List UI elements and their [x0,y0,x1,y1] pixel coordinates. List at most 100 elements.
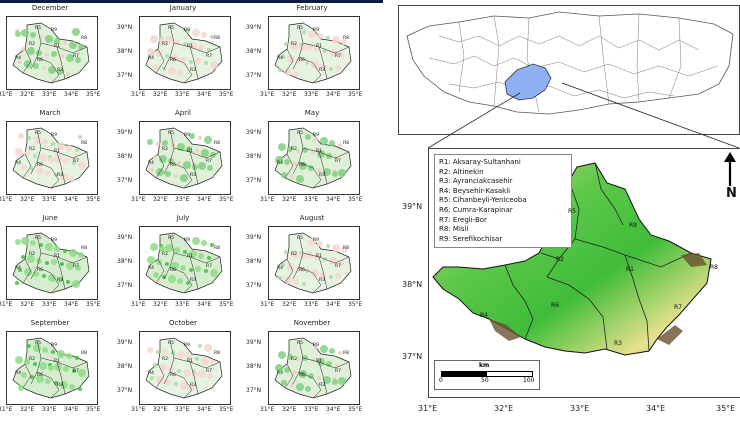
panel-region-r6: R6 [299,372,305,378]
panel-lon-tick: 35°E [219,196,234,203]
panel-region-r7: R7 [206,368,212,374]
panel-map-svg: R1 R2 R3 R4 R5 R6 R7 R8 R9 [274,127,352,189]
panel-lon-tick: 34°E [326,301,341,308]
panel-lon-tick: 34°E [64,196,79,203]
panel-map-svg: R1 R2 R3 R4 R5 R6 R7 R8 R9 [145,337,223,399]
panel-region-r2: R2 [29,41,35,47]
panel-region-r7: R7 [335,158,341,164]
panel-region-r6: R6 [299,162,305,168]
panel-region-r4: R4 [277,265,283,271]
panel-region-r5: R5 [297,25,303,31]
panel-lon-tick: 32°E [282,91,297,98]
turkey-inset-svg [406,11,734,115]
panel-title: April [175,109,191,117]
panel-lon-tick: 35°E [219,301,234,308]
panel-lon-tick: 33°E [42,91,57,98]
panel-lat-tick: 39°N [117,339,133,346]
panel-lon-tick: 32°E [20,301,35,308]
panel-lon-tick: 32°E [153,91,168,98]
panel-region-r7: R7 [206,53,212,59]
panel-region-r2: R2 [29,146,35,152]
panel-region-r8: R8 [214,245,220,251]
panel-lon-tick: 35°E [86,406,101,413]
panel-region-r2: R2 [291,41,297,47]
turkey-inset-map [398,5,740,135]
panel-region-r8: R8 [81,350,87,356]
panel-region-r9: R9 [51,132,57,138]
panel-region-r5: R5 [168,340,174,346]
panel-region-r5: R5 [297,235,303,241]
panel-lon-tick: 34°E [64,301,79,308]
panel-region-r9: R9 [184,27,190,33]
panel-region-r9: R9 [51,237,57,243]
panel-region-r1: R1 [187,253,193,259]
panel-region-r1: R1 [316,253,322,259]
panel-lon-tick: 35°E [86,301,101,308]
main-region-r9: R9 [629,222,637,229]
panel-lon-tick: 31°E [131,91,146,98]
panel-region-r9: R9 [184,342,190,348]
panel-region-r9: R9 [313,237,319,243]
main-region-r1: R1 [626,266,634,273]
panel-region-r7: R7 [73,263,79,269]
panel-lon-tick: 31°E [0,196,13,203]
panel-lon-tick: 31°E [260,196,275,203]
top-bar [0,0,383,3]
panel-lon-tick: 35°E [219,406,234,413]
panel-region-r4: R4 [148,55,154,61]
mountain-relief [489,253,707,345]
panel-region-r8: R8 [81,245,87,251]
panel-lon-tick: 34°E [64,91,79,98]
panel-map-frame: R1 R2 R3 R4 R5 R6 R7 R8 R9 [139,16,231,90]
panel-lon-tick: 35°E [348,91,363,98]
panel-region-r9: R9 [313,132,319,138]
scale-bar: km 0 50 100 [434,360,540,390]
panel-region-r6: R6 [37,57,43,63]
panel-lat-tick: 37°N [117,177,133,184]
panel-region-r1: R1 [316,358,322,364]
panel-region-r3: R3 [319,67,325,73]
legend-entry-r5: R5: Cihanbeyli-Yeniceoba [439,196,527,205]
panel-lon-tick: 31°E [0,301,13,308]
panel-lon-tick: 33°E [42,406,57,413]
main-lon-tick: 35°E [716,404,736,413]
panel-region-r3: R3 [190,277,196,283]
region-legend: R1: Aksaray-Sultanhani R2: Altinekin R3: A… [434,154,572,249]
panel-region-r3: R3 [190,172,196,178]
main-lon-tick: 33°E [570,404,590,413]
panel-region-r2: R2 [29,356,35,362]
legend-entry-r1: R1: Aksaray-Sultanhani [439,158,521,166]
panel-lon-tick: 33°E [304,301,319,308]
panel-region-r4: R4 [277,160,283,166]
main-lon-tick: 31°E [418,404,438,413]
legend-entry-r3: R3: Ayranciakcasehir [439,177,513,186]
panel-title: October [168,319,197,327]
panel-region-r7: R7 [335,368,341,374]
province-boundaries [428,13,718,113]
panel-lat-tick: 38°N [246,363,262,370]
panel-lat-tick: 37°N [117,282,133,289]
panel-title: September [30,319,70,327]
panel-lon-tick: 31°E [131,406,146,413]
panel-region-r7: R7 [73,158,79,164]
panel-lon-tick: 32°E [20,196,35,203]
panel-region-r2: R2 [162,356,168,362]
panel-lat-tick: 37°N [246,282,262,289]
main-region-r7: R7 [674,304,682,311]
panel-lon-tick: 33°E [304,91,319,98]
panel-lon-tick: 33°E [175,196,190,203]
panel-region-r2: R2 [162,41,168,47]
main-region-r2: R2 [556,256,564,263]
panel-region-r2: R2 [162,146,168,152]
panel-map-frame: R1 R2 R3 R4 R5 R6 R7 R8 R9 [268,16,360,90]
panel-title: July [176,214,190,222]
panel-region-r5: R5 [35,25,41,31]
panel-lat-tick: 39°N [117,234,133,241]
panel-lat-tick: 37°N [246,387,262,394]
panel-lon-tick: 35°E [86,196,101,203]
panel-map-svg: R1 R2 R3 R4 R5 R6 R7 R8 R9 [145,127,223,189]
panel-region-r2: R2 [29,251,35,257]
panel-region-r5: R5 [297,340,303,346]
